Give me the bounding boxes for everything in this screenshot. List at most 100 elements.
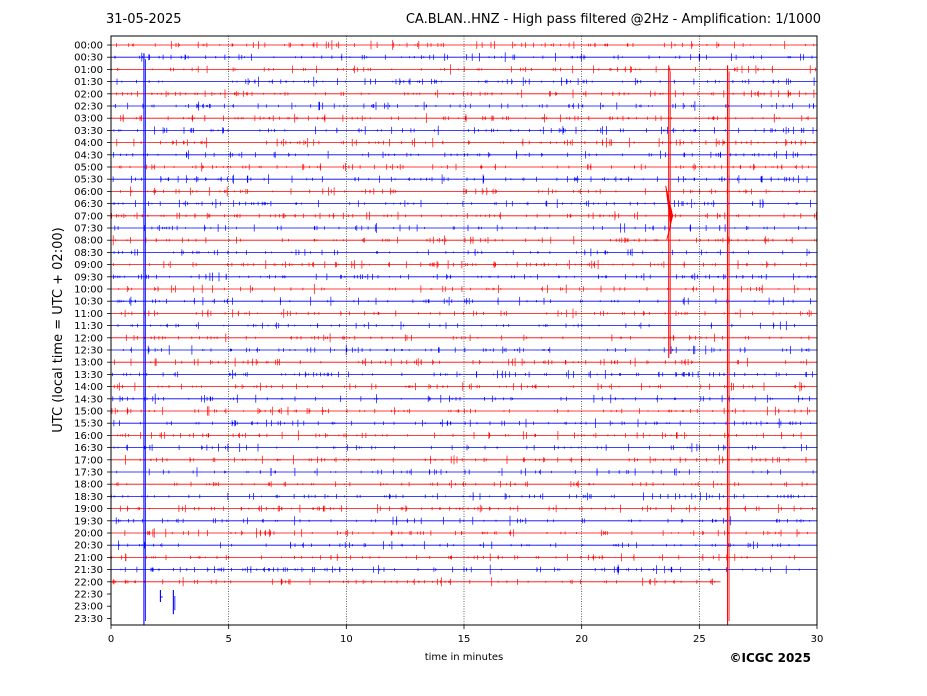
copyright-label: ©ICGC 2025: [729, 651, 811, 665]
y-tick-label: 02:00: [74, 89, 103, 100]
trace-row: [111, 357, 817, 367]
y-tick-label: 13:00: [74, 358, 103, 369]
y-tick-label: 18:30: [74, 492, 103, 503]
y-tick-label: 11:00: [74, 309, 103, 320]
trace-noise: [112, 393, 810, 404]
event-mark: [727, 65, 730, 625]
event-mark: [172, 590, 176, 615]
y-tick-label: 21:00: [74, 553, 103, 564]
y-tick-label: 02:30: [74, 102, 103, 113]
y-tick-label: 19:00: [74, 504, 103, 515]
trace-noise: [111, 64, 816, 75]
trace-noise: [111, 211, 817, 221]
y-tick-label: 20:00: [74, 529, 103, 540]
trace-noise: [112, 577, 715, 587]
trace-noise: [112, 174, 808, 184]
x-axis-label: time in minutes: [425, 652, 504, 663]
y-tick-label: 17:00: [74, 455, 103, 466]
y-tick-label: 04:30: [74, 150, 103, 161]
y-tick-label: 14:30: [74, 394, 103, 405]
trace-noise: [112, 199, 811, 209]
event-mark: [143, 53, 146, 625]
trace-noise: [113, 443, 807, 453]
y-tick-label: 12:00: [74, 333, 103, 344]
trace-row: [111, 52, 817, 62]
trace-row: [111, 553, 817, 562]
y-tick-label: 20:30: [74, 541, 103, 552]
trace-row: [111, 235, 817, 246]
trace-noise: [114, 357, 808, 367]
x-tick-label: 15: [458, 634, 471, 645]
trace-noise: [119, 162, 809, 172]
y-tick-label: 01:00: [74, 65, 103, 76]
trace-row: [111, 248, 817, 257]
trace-noise: [113, 101, 814, 111]
trace-row: [111, 333, 817, 343]
trace-row: [111, 321, 817, 331]
y-tick-label: 15:30: [74, 419, 103, 430]
y-tick-label: 17:30: [74, 468, 103, 479]
y-tick-label: 16:30: [74, 443, 103, 454]
trace-noise: [113, 150, 812, 160]
y-tick-label: 22:30: [74, 590, 103, 601]
event-layer: [143, 53, 730, 625]
trace-noise: [125, 333, 810, 343]
trace-noise: [113, 248, 810, 257]
trace-noise: [116, 137, 815, 148]
title-date: 31-05-2025: [106, 12, 182, 27]
y-tick-label: 23:30: [74, 614, 103, 625]
trace-noise: [120, 113, 809, 123]
trace-row: [110, 125, 817, 136]
x-tick-label: 30: [811, 634, 824, 645]
y-tick-label: 23:00: [74, 602, 103, 613]
trace-row: [111, 528, 817, 538]
chart-title: CA.BLAN..HNZ - High pass filtered @2Hz -…: [405, 12, 821, 27]
trace-row: [111, 150, 817, 160]
y-tick-label: 09:00: [74, 260, 103, 271]
y-tick-label: 21:30: [74, 565, 103, 576]
y-tick-label: 07:00: [74, 211, 103, 222]
y-tick-label: 13:30: [74, 370, 103, 381]
y-tick-label: 06:00: [74, 187, 103, 198]
trace-noise: [124, 528, 808, 538]
y-tick-label: 00:00: [74, 41, 103, 52]
y-tick-label: 10:00: [74, 285, 103, 296]
trace-row: [111, 564, 817, 575]
trace-noise: [110, 125, 817, 136]
trace-row: [111, 443, 817, 453]
x-tick-label: 0: [108, 634, 114, 645]
trace-noise: [114, 52, 813, 62]
trace-row: [111, 455, 817, 465]
y-tick-label: 08:00: [74, 236, 103, 247]
x-tick-label: 10: [340, 634, 353, 645]
trace-row: [111, 259, 817, 270]
trace-row: [111, 211, 817, 221]
trace-noise: [113, 381, 805, 392]
trace-row: [111, 345, 817, 355]
y-tick-label: 04:00: [74, 138, 103, 149]
event-peak: [665, 185, 674, 240]
trace-row: [111, 223, 817, 233]
trace-noise: [117, 321, 795, 331]
trace-noise: [112, 235, 817, 246]
x-tick-label: 25: [693, 634, 706, 645]
trace-row: [111, 40, 817, 50]
trace-noise: [116, 89, 815, 99]
trace-noise: [116, 76, 815, 87]
trace-noise: [114, 223, 807, 233]
trace-noise: [122, 345, 810, 355]
trace-noise: [120, 186, 815, 197]
y-tick-label: 07:30: [74, 224, 103, 235]
trace-noise: [111, 553, 795, 562]
y-tick-label: 14:00: [74, 382, 103, 393]
grid-layer: [228, 36, 700, 625]
y-tick-label: 05:00: [74, 163, 103, 174]
event-mark: [665, 65, 674, 358]
trace-noise: [115, 515, 810, 526]
x-tick-label: 5: [225, 634, 231, 645]
y-tick-label: 01:30: [74, 77, 103, 88]
y-tick-label: 08:30: [74, 248, 103, 259]
trace-noise: [113, 272, 816, 282]
